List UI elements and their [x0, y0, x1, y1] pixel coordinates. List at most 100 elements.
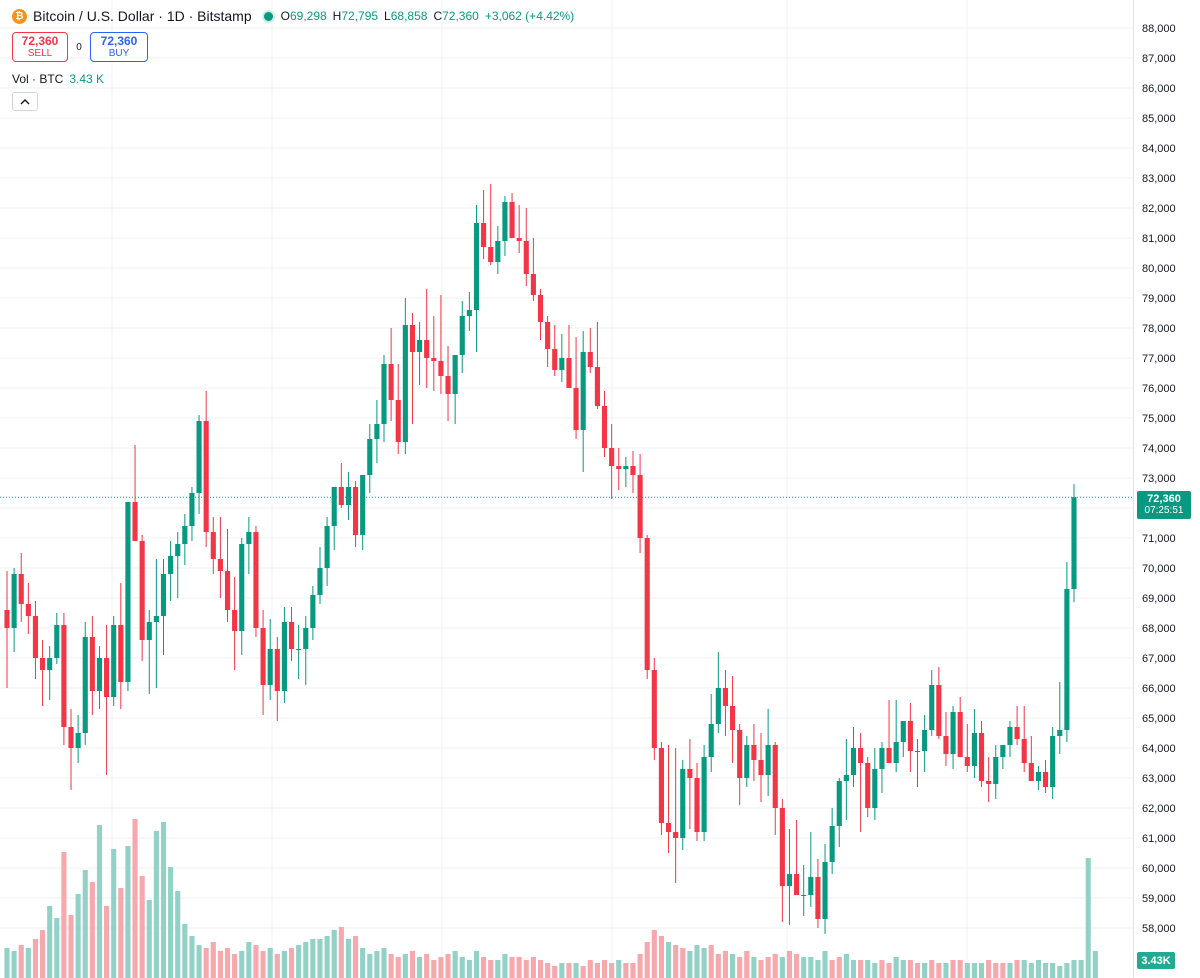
candle-body — [395, 400, 401, 442]
volume-bar — [708, 945, 714, 978]
volume-bar — [1000, 963, 1006, 978]
candle-body — [452, 355, 458, 394]
candle-body — [260, 628, 266, 685]
volume-bar — [139, 876, 145, 978]
candle-body — [879, 748, 885, 769]
volume-bar — [737, 957, 743, 978]
volume-legend[interactable]: Vol · BTC 3.43 K — [12, 72, 104, 86]
candle-body — [317, 568, 323, 595]
candle-body — [267, 649, 273, 685]
spread-value: 0 — [76, 41, 82, 53]
candle-body — [224, 571, 231, 610]
candle-body — [374, 424, 380, 439]
volume-bar — [1092, 951, 1098, 978]
volume-bar — [715, 954, 721, 978]
price-change: +3,062 (+4.42%) — [484, 9, 575, 23]
candle-body — [125, 502, 131, 682]
y-tick-label: 82,000 — [1142, 203, 1176, 215]
candle-body — [822, 862, 828, 919]
candle-body — [367, 439, 373, 475]
y-tick-label: 67,000 — [1142, 653, 1176, 665]
candle-body — [481, 223, 487, 247]
candle-body — [1014, 727, 1020, 739]
volume-bar — [296, 945, 302, 978]
volume-bar — [630, 963, 636, 978]
candle-body — [986, 781, 992, 784]
y-tick-label: 81,000 — [1142, 233, 1176, 245]
volume-bar — [89, 882, 95, 978]
candle-body — [61, 625, 67, 727]
candle-body — [182, 526, 188, 544]
volume-bar — [758, 960, 764, 978]
candlesticks — [4, 184, 1077, 934]
volume-bar — [580, 966, 586, 978]
volume-bar — [345, 939, 352, 978]
candle-body — [537, 295, 544, 322]
volume-bar — [993, 963, 999, 978]
candle-body — [288, 622, 295, 649]
volume-bar — [1057, 966, 1063, 978]
candle-body — [893, 742, 899, 763]
volume-bar — [523, 960, 529, 978]
volume-bar — [303, 942, 309, 978]
volume-bar — [929, 960, 935, 978]
volume-bar — [680, 948, 686, 978]
volume-bar — [125, 846, 131, 978]
candle-body — [1071, 497, 1077, 589]
candle-body — [210, 532, 216, 559]
volume-bar — [623, 963, 629, 978]
y-tick-label: 60,000 — [1142, 863, 1176, 875]
volume-bar — [224, 948, 231, 978]
volume-bar — [160, 822, 167, 978]
volume-bar — [317, 939, 323, 978]
volume-bar — [1042, 963, 1049, 978]
y-tick-label: 84,000 — [1142, 143, 1176, 155]
sell-button[interactable]: 72,360 SELL — [12, 32, 68, 62]
candle-body — [388, 364, 394, 400]
candle-body — [1050, 736, 1056, 787]
volume-bar — [217, 951, 223, 978]
volume-bar — [1007, 963, 1013, 978]
candle-body — [651, 670, 657, 748]
volume-bar — [658, 936, 664, 978]
volume-bar — [509, 957, 515, 978]
volume-bar — [402, 954, 408, 978]
candle-body — [886, 748, 892, 763]
volume-value: 3.43 K — [69, 72, 105, 86]
volume-bar — [459, 957, 465, 978]
candle-body — [331, 487, 337, 526]
volume-bar — [331, 930, 337, 978]
volume-bar — [417, 957, 423, 978]
y-tick-label: 78,000 — [1142, 323, 1176, 335]
volume-bar — [445, 954, 451, 978]
candle-body — [594, 367, 600, 406]
candle-body — [146, 622, 152, 640]
volume-label: Vol · BTC — [12, 72, 64, 86]
y-tick-label: 76,000 — [1142, 383, 1176, 395]
market-status-dot — [263, 11, 273, 21]
buy-button[interactable]: 72,360 BUY — [90, 32, 148, 62]
candle-body — [566, 358, 572, 388]
y-tick-label: 86,000 — [1142, 83, 1176, 95]
volume-bar — [381, 948, 387, 978]
candle-body — [104, 658, 110, 697]
ohlc-close: C72,360 — [433, 9, 479, 23]
last-price-label: 72,360 07:25:51 — [1137, 491, 1191, 519]
symbol-title[interactable]: Bitcoin / U.S. Dollar · 1D · Bitstamp — [33, 8, 252, 24]
volume-bar — [637, 954, 643, 978]
candle-body — [658, 748, 664, 823]
volume-bar — [836, 957, 842, 978]
candle-body — [445, 376, 451, 394]
volume-bar — [893, 957, 899, 978]
volume-bar — [808, 957, 814, 978]
candle-body — [722, 688, 729, 706]
volume-bar — [338, 927, 344, 978]
chevron-up-icon[interactable] — [12, 92, 38, 111]
candle-body — [196, 421, 202, 493]
volume-bar — [907, 960, 913, 978]
candle-body — [943, 736, 949, 754]
candle-body — [153, 616, 159, 622]
candle-body — [459, 316, 465, 355]
candle-body — [900, 721, 906, 742]
